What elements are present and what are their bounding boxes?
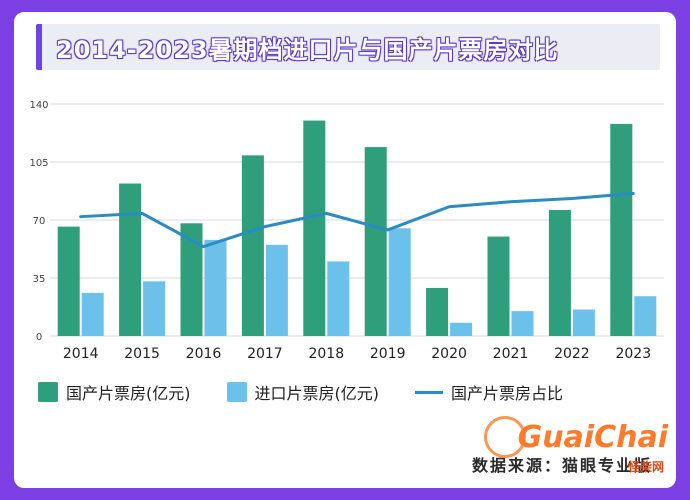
y-tick-label: 140 (29, 100, 48, 111)
bar-domestic (180, 223, 203, 336)
legend-item-imported: 进口片票房(亿元) (226, 380, 380, 404)
title-banner: 2014-2023暑期档进口片与国产片票房对比 (36, 24, 660, 70)
x-tick-label: 2021 (493, 346, 529, 362)
bar-domestic (487, 236, 510, 336)
bar-imported (204, 239, 227, 336)
legend-swatch-ratio (415, 390, 443, 394)
bar-imported (388, 228, 411, 336)
bar-domestic (241, 155, 264, 336)
x-tick-label: 2016 (186, 346, 222, 362)
y-tick-label: 35 (33, 274, 46, 285)
line-ratio (79, 191, 635, 249)
bar-domestic (426, 287, 449, 336)
chart-title: 2014-2023暑期档进口片与国产片票房对比 (56, 35, 559, 64)
logo-brand: GuaiChai (517, 420, 668, 455)
bar-line-chart: 0 35 70 105 140 2014 2015 2016 2017 2018 2019 2020 2… (29, 100, 664, 362)
bar-domestic (303, 120, 326, 336)
data-source-note: 数据来源：猫眼专业版 (472, 456, 653, 475)
bar-domestic (364, 147, 387, 336)
legend-item-domestic: 国产片票房(亿元) (38, 380, 191, 404)
bar-imported (572, 309, 595, 336)
x-tick-label: 2018 (308, 346, 344, 362)
x-tick-label: 2017 (247, 346, 283, 362)
x-tick-label: 2019 (370, 346, 406, 362)
bar-imported (450, 322, 473, 336)
bar-domestic (610, 123, 633, 336)
x-tick-label: 2014 (63, 346, 99, 362)
x-tick-label: 2015 (124, 346, 160, 362)
legend-item-ratio: 国产片票房占比 (415, 380, 563, 404)
x-tick-label: 2023 (615, 346, 651, 362)
bar-domestic (548, 210, 571, 336)
logo-sub: 怪柴网 (627, 460, 664, 474)
bar-imported (511, 311, 534, 336)
legend-label-ratio: 国产片票房占比 (451, 384, 564, 403)
legend-label-imported: 进口片票房(亿元) (254, 384, 380, 403)
bar-imported (81, 292, 104, 336)
x-tick-label: 2022 (554, 346, 590, 362)
y-tick-label: 0 (36, 332, 42, 343)
chart-card: 2014-2023暑期档进口片与国产片票房对比 0 35 70 105 140 2014 2… (14, 12, 676, 488)
logo-ring-icon (484, 416, 526, 458)
bar-imported (265, 244, 288, 336)
bar-domestic (119, 183, 142, 336)
legend: 国产片票房(亿元) 进口片票房(亿元) 国产片票房占比 (38, 380, 563, 404)
bar-imported (327, 261, 350, 336)
x-tick-label: 2020 (431, 346, 467, 362)
legend-swatch-imported (226, 382, 247, 402)
bar-imported (634, 296, 657, 336)
y-tick-label: 70 (33, 216, 46, 227)
legend-label-domestic: 国产片票房(亿元) (66, 384, 191, 403)
watermark-logo: GuaiChai 怪柴网 (482, 412, 668, 482)
bar-imported (143, 281, 166, 336)
y-tick-label: 105 (29, 158, 48, 169)
bar-domestic (57, 226, 80, 336)
legend-swatch-domestic (38, 382, 58, 402)
